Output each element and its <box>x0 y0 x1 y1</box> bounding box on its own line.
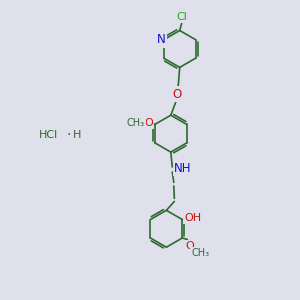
Text: ·: · <box>66 128 70 142</box>
Text: H: H <box>73 130 81 140</box>
Text: OH: OH <box>185 213 202 223</box>
Text: NH: NH <box>174 162 191 175</box>
Text: N: N <box>157 33 166 46</box>
Text: O: O <box>185 241 194 251</box>
Text: Cl: Cl <box>177 12 188 22</box>
Text: O: O <box>144 118 153 128</box>
Text: HCl: HCl <box>39 130 58 140</box>
Text: CH₃: CH₃ <box>191 248 209 258</box>
Text: CH₃: CH₃ <box>127 118 145 128</box>
Text: O: O <box>172 88 182 100</box>
